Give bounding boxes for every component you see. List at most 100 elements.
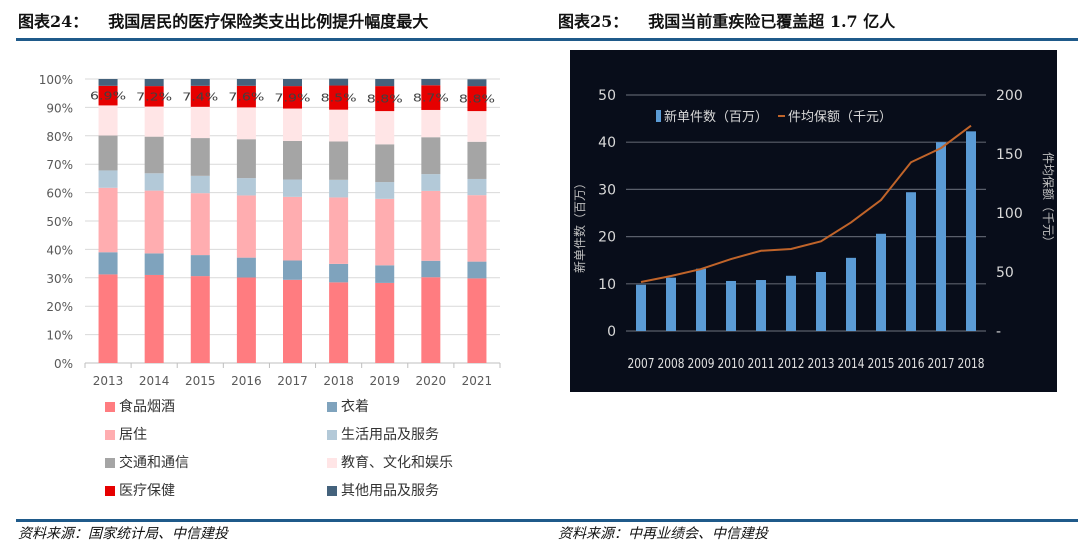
bar-new-policies xyxy=(756,280,766,331)
data-label-medical: 7.4% xyxy=(182,90,218,103)
y-tick-label: 80% xyxy=(46,130,73,144)
x-tick-label: 2013 xyxy=(93,374,124,388)
x-tick-label: 2011 xyxy=(748,357,775,372)
line-avg-sum-insured xyxy=(640,124,972,284)
bar-segment-生活用品及服务 xyxy=(144,173,164,191)
right-combo-chart: 0 10 20 30 40 50 - 50 100 150 200 新单件数（百万） 件均保额（千元） 2… xyxy=(572,88,1055,372)
bar-segment-医疗保健 xyxy=(190,85,210,107)
bar-segment-居住 xyxy=(98,187,118,253)
x-tick-label: 2008 xyxy=(658,357,685,372)
y-tick-label: 50 xyxy=(598,88,616,104)
y2-tick-label: 200 xyxy=(996,88,1023,104)
bar-segment-其他用品及服务 xyxy=(421,79,441,86)
bar-segment-医疗保健 xyxy=(329,85,349,110)
bar-segment-教育、文化和娱乐 xyxy=(421,109,441,138)
right-source-note: 资料来源：中再业绩会、中信建投 xyxy=(558,526,768,542)
legend-item: 生活用品及服务 xyxy=(327,426,439,444)
right-chart-panel: 0 10 20 30 40 50 - 50 100 150 200 新单件数（百万） 件均保额（千元） 2… xyxy=(570,50,1057,392)
legend-label: 其他用品及服务 xyxy=(341,483,439,499)
y-tick-label: 30 xyxy=(598,182,616,198)
legend-item: 教育、文化和娱乐 xyxy=(327,454,453,472)
y-tick-label: 50% xyxy=(46,215,73,229)
legend-label: 医疗保健 xyxy=(119,483,175,499)
right-figure-label: 图表25： xyxy=(558,12,629,31)
bar-segment-居住 xyxy=(375,198,395,266)
bar-segment-教育、文化和娱乐 xyxy=(190,106,210,139)
x-tick-label: 2014 xyxy=(139,374,170,388)
y-tick-label: 60% xyxy=(46,187,73,201)
bar-segment-医疗保健 xyxy=(98,85,118,106)
legend-label: 件均保额（千元） xyxy=(788,110,892,125)
left-figure-label: 图表24： xyxy=(18,12,89,31)
bar-segment-食品烟酒 xyxy=(190,276,210,363)
bar-segment-教育、文化和娱乐 xyxy=(329,109,349,142)
legend-swatch-icon xyxy=(327,430,337,440)
bar-segment-居住 xyxy=(329,197,349,264)
bar-segment-居住 xyxy=(144,190,164,254)
legend-label: 生活用品及服务 xyxy=(341,427,439,443)
x-tick-label: 2015 xyxy=(868,357,895,372)
bar-segment-教育、文化和娱乐 xyxy=(98,105,118,136)
x-tick-label: 2010 xyxy=(718,357,745,372)
top-rule xyxy=(16,38,1078,41)
bar-segment-居住 xyxy=(190,193,210,256)
bar-segment-其他用品及服务 xyxy=(190,79,210,86)
legend-swatch-icon xyxy=(327,486,337,496)
x-tick-label: 2012 xyxy=(778,357,805,372)
bar-segment-衣着 xyxy=(329,263,349,283)
y-tick-label: 20 xyxy=(598,230,616,246)
legend-item: 衣着 xyxy=(327,398,369,416)
data-label-medical: 8.8% xyxy=(459,93,495,106)
bar-segment-居住 xyxy=(421,190,441,261)
bar-segment-食品烟酒 xyxy=(283,279,302,363)
left-stacked-bar-chart: 0% 10% 20% 30% 40% 50% 60% 70% 80% 90% 100% 2013 6.9… xyxy=(39,73,501,388)
legend-swatch-icon xyxy=(327,402,337,412)
left-chart-legend: 食品烟酒 衣着 居住 生活用品及服务 交通和通信 教育、文化和娱乐 医疗保健 其他用品及服务 xyxy=(105,398,505,510)
bar-new-policies xyxy=(786,275,796,331)
bar-segment-交通和通信 xyxy=(144,136,164,174)
legend-label: 居住 xyxy=(119,427,147,443)
bar-segment-衣着 xyxy=(421,260,441,278)
y-axis-title: 新单件数（百万） xyxy=(572,177,587,273)
y-tick-label: 90% xyxy=(46,101,73,115)
y-tick-label: 70% xyxy=(46,158,73,172)
data-label-medical: 7.6% xyxy=(228,91,264,104)
bar-segment-其他用品及服务 xyxy=(236,79,256,86)
bar-segment-衣着 xyxy=(236,257,256,278)
y-tick-label: 10 xyxy=(598,277,616,293)
x-tick-label: 2018 xyxy=(323,374,354,388)
y-tick-label: 10% xyxy=(46,329,73,343)
bar-segment-衣着 xyxy=(283,260,302,280)
y2-tick-label: 150 xyxy=(996,147,1023,163)
x-tick-label: 2020 xyxy=(416,374,447,388)
legend-label: 食品烟酒 xyxy=(119,399,175,415)
bar-segment-医疗保健 xyxy=(236,85,256,108)
x-tick-label: 2009 xyxy=(688,357,715,372)
x-tick-label: 2017 xyxy=(928,357,955,372)
bar-segment-食品烟酒 xyxy=(144,274,164,363)
right-figure-title-text: 我国当前重疾险已覆盖超 1.7 亿人 xyxy=(648,12,896,31)
bottom-rule xyxy=(16,519,1078,522)
bar-segment-生活用品及服务 xyxy=(236,178,256,196)
bar-segment-生活用品及服务 xyxy=(421,174,441,191)
bar-new-policies xyxy=(726,280,736,331)
bar-segment-食品烟酒 xyxy=(375,282,395,363)
x-tick-label: 2021 xyxy=(462,374,493,388)
bar-new-policies xyxy=(966,131,976,331)
y2-tick-label: 100 xyxy=(996,206,1023,222)
bar-segment-其他用品及服务 xyxy=(467,79,487,87)
bar-segment-医疗保健 xyxy=(467,86,487,112)
bar-segment-交通和通信 xyxy=(329,141,349,180)
bar-segment-交通和通信 xyxy=(467,141,487,179)
y-tick-label: 0 xyxy=(607,324,616,340)
x-tick-label: 2019 xyxy=(369,374,400,388)
bar-segment-教育、文化和娱乐 xyxy=(467,111,487,142)
bar-segment-生活用品及服务 xyxy=(375,182,395,199)
bar-segment-食品烟酒 xyxy=(421,277,441,363)
legend-item: 食品烟酒 xyxy=(105,398,175,416)
legend-label: 新单件数（百万） xyxy=(664,109,768,125)
bar-new-policies xyxy=(636,284,646,331)
legend-swatch-icon xyxy=(105,430,115,440)
y-tick-label: 100% xyxy=(39,73,73,87)
bar-segment-生活用品及服务 xyxy=(467,178,487,196)
